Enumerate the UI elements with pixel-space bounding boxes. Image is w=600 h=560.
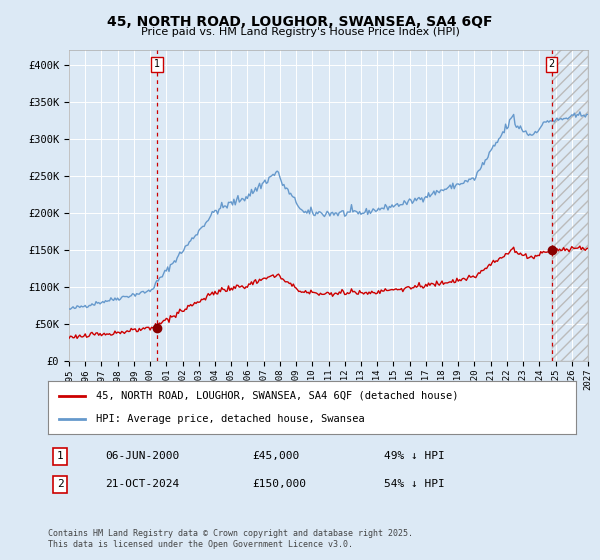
Text: HPI: Average price, detached house, Swansea: HPI: Average price, detached house, Swan… (95, 414, 364, 424)
Text: 06-JUN-2000: 06-JUN-2000 (105, 451, 179, 461)
Text: 49% ↓ HPI: 49% ↓ HPI (384, 451, 445, 461)
Text: 2: 2 (548, 59, 554, 69)
Text: 2: 2 (56, 479, 64, 489)
Text: Contains HM Land Registry data © Crown copyright and database right 2025.
This d: Contains HM Land Registry data © Crown c… (48, 529, 413, 549)
Text: 45, NORTH ROAD, LOUGHOR, SWANSEA, SA4 6QF (detached house): 45, NORTH ROAD, LOUGHOR, SWANSEA, SA4 6Q… (95, 391, 458, 401)
Text: Price paid vs. HM Land Registry's House Price Index (HPI): Price paid vs. HM Land Registry's House … (140, 27, 460, 37)
Text: 45, NORTH ROAD, LOUGHOR, SWANSEA, SA4 6QF: 45, NORTH ROAD, LOUGHOR, SWANSEA, SA4 6Q… (107, 15, 493, 29)
Text: 1: 1 (154, 59, 160, 69)
Text: 1: 1 (56, 451, 64, 461)
Text: £45,000: £45,000 (252, 451, 299, 461)
Text: 21-OCT-2024: 21-OCT-2024 (105, 479, 179, 489)
Text: 54% ↓ HPI: 54% ↓ HPI (384, 479, 445, 489)
Text: £150,000: £150,000 (252, 479, 306, 489)
